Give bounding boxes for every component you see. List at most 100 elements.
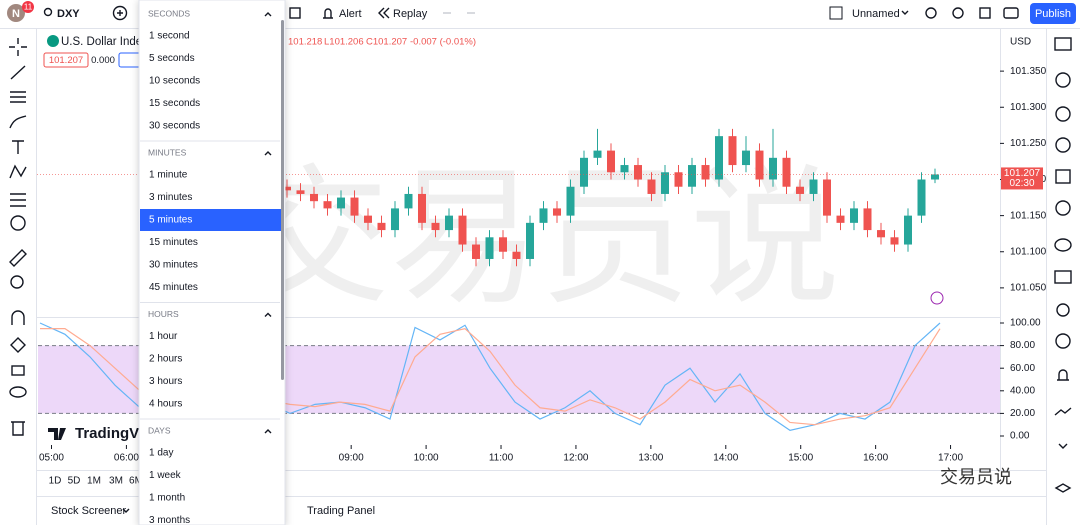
menu-section-title: SECONDS bbox=[148, 8, 190, 18]
hotlists[interactable] bbox=[1055, 137, 1071, 153]
crosshair-tool[interactable] bbox=[9, 38, 27, 56]
last-price-tag bbox=[1001, 167, 1043, 190]
checkbox[interactable] bbox=[829, 6, 843, 20]
alerts-panel[interactable] bbox=[1055, 72, 1071, 88]
avatar[interactable] bbox=[7, 4, 25, 22]
broadcast[interactable] bbox=[1056, 303, 1070, 317]
alert-button[interactable]: Alert bbox=[339, 8, 362, 20]
magnet-tool[interactable] bbox=[11, 310, 25, 325]
candle-body bbox=[917, 179, 926, 216]
menu-item[interactable]: 1 day bbox=[149, 448, 173, 459]
range-button[interactable]: 1D bbox=[49, 476, 62, 487]
menu-item[interactable]: 10 seconds bbox=[149, 76, 200, 87]
menu-item[interactable]: 2 hours bbox=[149, 354, 182, 365]
candle-body bbox=[526, 222, 534, 259]
quick-search[interactable] bbox=[925, 7, 937, 19]
range-button[interactable]: 6M bbox=[129, 476, 143, 487]
collapse-caret[interactable] bbox=[264, 429, 272, 434]
menu-section-title: MINUTES bbox=[148, 147, 187, 157]
collapse-caret[interactable] bbox=[264, 312, 272, 317]
y-tick-label: 101.050 bbox=[1010, 283, 1047, 294]
watchlist[interactable] bbox=[1054, 37, 1072, 51]
layout-name[interactable]: Unnamed bbox=[852, 8, 900, 20]
candle-body bbox=[310, 193, 318, 202]
trend-line-tool[interactable] bbox=[10, 65, 26, 80]
data-window[interactable] bbox=[1055, 106, 1071, 122]
range-button[interactable]: 3M bbox=[109, 476, 123, 487]
layers[interactable] bbox=[1054, 483, 1072, 493]
candle-body bbox=[337, 197, 345, 209]
zoom-tool[interactable] bbox=[10, 275, 24, 289]
fib-tool[interactable] bbox=[10, 91, 26, 103]
range-bar: 1D 5D 1M 3M 6M bbox=[49, 476, 143, 487]
add-symbol[interactable] bbox=[112, 5, 128, 21]
currency[interactable]: USD bbox=[1010, 37, 1031, 48]
countdown: 02:30 bbox=[1009, 178, 1034, 189]
menu-item[interactable]: 3 minutes bbox=[149, 192, 192, 203]
ideas[interactable] bbox=[1055, 200, 1071, 216]
candle-body bbox=[485, 237, 494, 259]
candle-body bbox=[863, 208, 872, 231]
menu-item[interactable]: 4 hours bbox=[149, 399, 182, 410]
brush-tool[interactable] bbox=[9, 115, 27, 129]
collapse-caret[interactable] bbox=[264, 12, 272, 17]
y-tick-label: 100.00 bbox=[1010, 318, 1041, 329]
layouts-icon[interactable] bbox=[289, 7, 301, 19]
settings[interactable] bbox=[952, 7, 964, 19]
menu-item[interactable]: 1 month bbox=[149, 493, 185, 504]
menu-item[interactable]: 45 minutes bbox=[149, 282, 198, 293]
menu-item[interactable]: 3 months bbox=[149, 515, 190, 525]
pattern-tool[interactable] bbox=[9, 164, 27, 179]
hide-tool[interactable] bbox=[9, 386, 27, 398]
candle-body bbox=[796, 186, 804, 194]
event-icon[interactable] bbox=[930, 291, 944, 305]
badge bbox=[22, 1, 34, 13]
remove-tool[interactable] bbox=[11, 421, 25, 436]
candle-body bbox=[431, 222, 440, 231]
menu-item[interactable]: 1 hour bbox=[149, 331, 178, 342]
sell-box[interactable] bbox=[43, 52, 89, 68]
menu-item[interactable]: 30 seconds bbox=[149, 121, 200, 132]
draw-mode[interactable] bbox=[10, 337, 26, 353]
calendar[interactable] bbox=[1055, 169, 1071, 184]
text-tool[interactable] bbox=[12, 140, 24, 154]
snapshot[interactable] bbox=[1003, 7, 1019, 19]
collapse[interactable] bbox=[1058, 443, 1068, 449]
menu-item[interactable]: 15 seconds bbox=[149, 98, 200, 109]
menu-item[interactable]: 30 minutes bbox=[149, 260, 198, 271]
candle-body bbox=[769, 157, 777, 180]
collapse-caret[interactable] bbox=[264, 151, 272, 156]
trading-panel-tab[interactable]: Trading Panel bbox=[307, 505, 375, 517]
forecast-tool[interactable] bbox=[10, 193, 26, 207]
menu-item[interactable]: 1 second bbox=[149, 31, 190, 42]
range-button[interactable]: 1M bbox=[87, 476, 101, 487]
publish-button[interactable] bbox=[1030, 3, 1076, 24]
streams[interactable] bbox=[1054, 238, 1072, 252]
stock-screener-tab[interactable]: Stock Screener bbox=[51, 505, 127, 517]
candle-body bbox=[661, 172, 669, 194]
y-tick-label: 0.00 bbox=[1010, 431, 1030, 442]
menu-item[interactable]: 1 week bbox=[149, 470, 182, 481]
fullscreen[interactable] bbox=[979, 7, 991, 19]
x-tick-label: 11:00 bbox=[489, 453, 514, 464]
symbol[interactable]: DXY bbox=[57, 8, 80, 20]
y-tick-label: 60.00 bbox=[1010, 363, 1035, 374]
ruler-tool[interactable] bbox=[9, 249, 27, 267]
lock-tool[interactable] bbox=[11, 365, 25, 376]
icon-tool[interactable] bbox=[10, 215, 26, 231]
chats[interactable] bbox=[1054, 270, 1072, 284]
menu-item[interactable]: 3 hours bbox=[149, 376, 182, 387]
candle-body bbox=[688, 165, 696, 187]
menu-item[interactable]: 1 minute bbox=[149, 170, 188, 181]
help[interactable] bbox=[1055, 333, 1071, 349]
menu-item[interactable]: 5 seconds bbox=[149, 53, 195, 64]
range-button[interactable]: 5D bbox=[68, 476, 81, 487]
candle-body bbox=[418, 193, 426, 223]
menu-item[interactable]: 15 minutes bbox=[149, 237, 198, 248]
menu-item[interactable]: 5 minutes bbox=[149, 215, 192, 226]
replay-button[interactable]: Replay bbox=[393, 8, 428, 20]
notifications[interactable] bbox=[1057, 369, 1069, 381]
order-panel[interactable] bbox=[1054, 407, 1072, 416]
candle-body bbox=[836, 215, 845, 223]
